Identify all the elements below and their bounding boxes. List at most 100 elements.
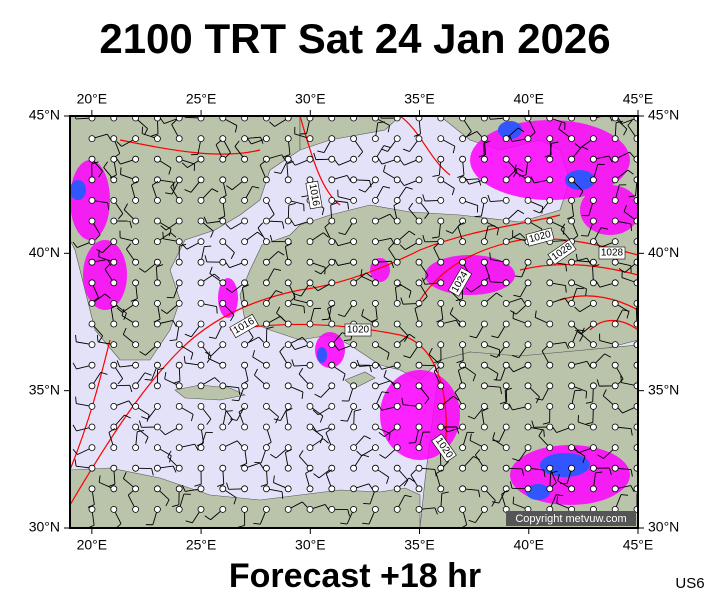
barb-station (481, 321, 487, 327)
barb-flag (167, 297, 174, 298)
barb-station (220, 218, 226, 224)
barb-station (438, 197, 444, 203)
barb-station (612, 486, 618, 492)
barb-station (503, 136, 509, 142)
barb-station (154, 424, 160, 430)
barb-station (416, 403, 422, 409)
barb-station (590, 136, 596, 142)
lon-label-bottom: 25°E (186, 537, 217, 553)
barb-station (569, 424, 575, 430)
barb-station (111, 362, 117, 368)
barb-station (481, 156, 487, 162)
barb-station (481, 280, 487, 286)
barb-station (220, 280, 226, 286)
lat-label-left: 40°N (29, 244, 60, 260)
barb-station (307, 321, 313, 327)
barb-station (547, 465, 553, 471)
barb-station (438, 280, 444, 286)
barb-station (176, 321, 182, 327)
barb-station (351, 177, 357, 183)
barb-station (590, 424, 596, 430)
barb-station (503, 197, 509, 203)
barb-station (372, 300, 378, 306)
lon-label-top: 45°E (623, 91, 654, 107)
barb-station (481, 362, 487, 368)
barb-station (525, 259, 531, 265)
lat-label-right: 30°N (648, 519, 679, 535)
barb-station (438, 177, 444, 183)
barb-station (176, 506, 182, 512)
barb-station (89, 362, 95, 368)
lon-label-top: 30°E (295, 91, 326, 107)
barb-station (569, 362, 575, 368)
barb-station (503, 383, 509, 389)
barb-station (89, 177, 95, 183)
barb-station (154, 136, 160, 142)
barb-station (154, 342, 160, 348)
barb-station (89, 383, 95, 389)
barb-station (154, 445, 160, 451)
barb-station (460, 239, 466, 245)
barb-station (133, 424, 139, 430)
barb-station (547, 424, 553, 430)
barb-station (198, 197, 204, 203)
barb-flag (653, 471, 654, 478)
barb-station (394, 486, 400, 492)
barb-station (111, 136, 117, 142)
barb-station (525, 156, 531, 162)
barb-station (416, 342, 422, 348)
barb-station (612, 383, 618, 389)
barb-station (525, 465, 531, 471)
barb-station (525, 197, 531, 203)
barb-station (220, 197, 226, 203)
barb-station (89, 280, 95, 286)
barb-station (372, 280, 378, 286)
barb-station (612, 445, 618, 451)
barb-station (329, 239, 335, 245)
barb-station (460, 465, 466, 471)
barb-station (198, 136, 204, 142)
barb-station (242, 424, 248, 430)
barb-station (89, 300, 95, 306)
barb-station (329, 445, 335, 451)
barb-station (372, 156, 378, 162)
barb-station (263, 486, 269, 492)
barb-station (372, 465, 378, 471)
barb-station (307, 445, 313, 451)
barb-flag (226, 411, 233, 412)
barb-station (416, 197, 422, 203)
barb-station (220, 321, 226, 327)
barb-station (111, 177, 117, 183)
barb-station (198, 506, 204, 512)
barb-station (351, 300, 357, 306)
barb-station (285, 218, 291, 224)
barb-station (590, 280, 596, 286)
barb-station (111, 342, 117, 348)
barb-station (351, 342, 357, 348)
barb-station (154, 383, 160, 389)
barb-station (242, 465, 248, 471)
barb-station (481, 136, 487, 142)
barb-station (547, 156, 553, 162)
barb-station (590, 486, 596, 492)
barb-station (351, 218, 357, 224)
barb-station (154, 403, 160, 409)
barb-station (176, 259, 182, 265)
barb-station (89, 465, 95, 471)
barb-station (176, 197, 182, 203)
barb-station (525, 300, 531, 306)
barb-station (481, 424, 487, 430)
barb-station (329, 259, 335, 265)
barb-station (569, 218, 575, 224)
barb-station (569, 300, 575, 306)
barb-station (242, 300, 248, 306)
lat-label-right: 40°N (648, 244, 679, 260)
barb-station (612, 403, 618, 409)
barb-station (394, 218, 400, 224)
barb-flag (191, 154, 198, 155)
barb-station (460, 506, 466, 512)
barb-station (111, 383, 117, 389)
barb-station (198, 177, 204, 183)
barb-station (176, 239, 182, 245)
